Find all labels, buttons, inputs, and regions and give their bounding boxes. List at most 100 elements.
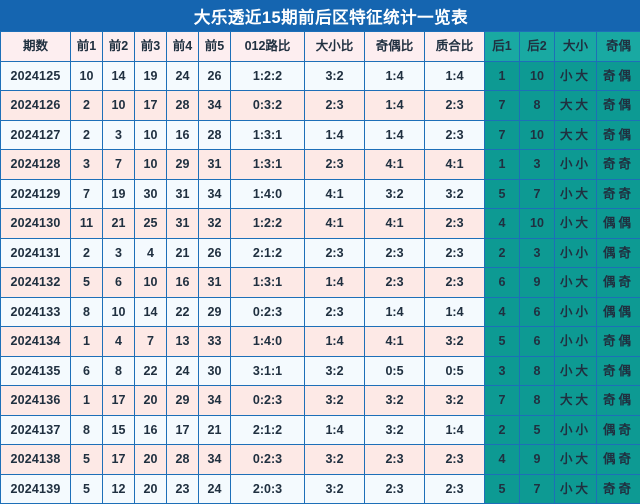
cell-primecomp-ratio: 2:3 — [425, 268, 485, 298]
cell-front5: 32 — [199, 209, 231, 239]
cell-back1: 4 — [485, 297, 520, 327]
column-header-oddeven[interactable]: 奇偶 — [597, 32, 640, 62]
cell-back1: 1 — [485, 150, 520, 180]
cell-012-ratio: 1:4:0 — [231, 179, 305, 209]
column-header-issue[interactable]: 期数 — [1, 32, 71, 62]
cell-bigsmall: 小大 — [555, 356, 597, 386]
column-header-front3[interactable]: 前3 — [135, 32, 167, 62]
table-row[interactable]: 2024127231016281:3:11:41:42:3710大大奇偶质合1路… — [1, 120, 640, 150]
column-header-back1[interactable]: 后1 — [485, 32, 520, 62]
column-header-bigsmall[interactable]: 大小 — [555, 32, 597, 62]
table-row[interactable]: 20241297193031341:4:04:13:23:257小大奇奇质质2路… — [1, 179, 640, 209]
cell-front1: 5 — [71, 474, 103, 504]
cell-012-ratio: 0:2:3 — [231, 386, 305, 416]
table-row[interactable]: 20241385172028340:2:33:22:32:349小大偶奇合合1路… — [1, 445, 640, 475]
cell-oddeven: 奇奇 — [597, 179, 640, 209]
cell-front1: 10 — [71, 61, 103, 91]
cell-back1: 5 — [485, 474, 520, 504]
cell-back2: 5 — [520, 415, 555, 445]
table-row[interactable]: 20241395122023242:0:33:22:32:357小大奇奇质质2路… — [1, 474, 640, 504]
cell-bigsmall-ratio: 1:4 — [305, 327, 365, 357]
cell-oddeven-ratio: 1:4 — [365, 297, 425, 327]
page-title: 大乐透近15期前后区特征统计一览表 — [0, 0, 640, 31]
cell-front5: 26 — [199, 238, 231, 268]
cell-back1: 3 — [485, 356, 520, 386]
cell-front2: 10 — [103, 297, 135, 327]
cell-front4: 31 — [167, 209, 199, 239]
cell-back2: 8 — [520, 356, 555, 386]
cell-bigsmall-ratio: 4:1 — [305, 209, 365, 239]
cell-back1: 5 — [485, 327, 520, 357]
cell-front5: 26 — [199, 61, 231, 91]
cell-oddeven-ratio: 4:1 — [365, 327, 425, 357]
table-row[interactable]: 2024132561016311:3:11:42:32:369小大偶奇合合0路0… — [1, 268, 640, 298]
cell-oddeven: 奇偶 — [597, 386, 640, 416]
cell-primecomp-ratio: 2:3 — [425, 445, 485, 475]
cell-front2: 8 — [103, 356, 135, 386]
cell-front3: 10 — [135, 120, 167, 150]
table-row[interactable]: 20241378151617212:1:21:43:21:425小小偶奇质质2路… — [1, 415, 640, 445]
cell-oddeven: 偶奇 — [597, 445, 640, 475]
cell-bigsmall-ratio: 3:2 — [305, 445, 365, 475]
cell-front5: 34 — [199, 445, 231, 475]
table-row[interactable]: 20241361172029340:2:33:23:23:278大大奇偶质合1路… — [1, 386, 640, 416]
cell-front3: 10 — [135, 268, 167, 298]
cell-bigsmall-ratio: 2:3 — [305, 297, 365, 327]
cell-back1: 6 — [485, 268, 520, 298]
cell-oddeven-ratio: 1:4 — [365, 91, 425, 121]
cell-front4: 29 — [167, 386, 199, 416]
table-header-row: 期数 前1 前2 前3 前4 前5 012路比 大小比 奇偶比 质合比 后1 后… — [1, 32, 640, 62]
cell-bigsmall: 小大 — [555, 179, 597, 209]
table-row[interactable]: 2024128371029311:3:12:34:14:113小小奇奇质质1路0… — [1, 150, 640, 180]
cell-front1: 2 — [71, 120, 103, 150]
cell-front1: 2 — [71, 238, 103, 268]
cell-primecomp-ratio: 1:4 — [425, 415, 485, 445]
column-header-back2[interactable]: 后2 — [520, 32, 555, 62]
cell-primecomp-ratio: 3:2 — [425, 327, 485, 357]
column-header-primecomp-ratio[interactable]: 质合比 — [425, 32, 485, 62]
cell-front3: 19 — [135, 61, 167, 91]
cell-front4: 31 — [167, 179, 199, 209]
cell-front2: 7 — [103, 150, 135, 180]
cell-oddeven: 偶奇 — [597, 268, 640, 298]
cell-front5: 24 — [199, 474, 231, 504]
cell-front5: 30 — [199, 356, 231, 386]
cell-bigsmall: 小大 — [555, 474, 597, 504]
cell-back2: 6 — [520, 327, 555, 357]
cell-primecomp-ratio: 1:4 — [425, 297, 485, 327]
column-header-bigsmall-ratio[interactable]: 大小比 — [305, 32, 365, 62]
cell-issue: 2024136 — [1, 386, 71, 416]
cell-issue: 2024135 — [1, 356, 71, 386]
table-row[interactable]: 20241262101728340:3:22:31:42:378大大奇偶质合1路… — [1, 91, 640, 121]
cell-oddeven: 奇偶 — [597, 91, 640, 121]
cell-bigsmall: 小小 — [555, 297, 597, 327]
column-header-front4[interactable]: 前4 — [167, 32, 199, 62]
column-header-oddeven-ratio[interactable]: 奇偶比 — [365, 32, 425, 62]
column-header-012-ratio[interactable]: 012路比 — [231, 32, 305, 62]
cell-issue: 2024132 — [1, 268, 71, 298]
cell-oddeven-ratio: 1:4 — [365, 61, 425, 91]
cell-front1: 8 — [71, 415, 103, 445]
cell-issue: 2024138 — [1, 445, 71, 475]
column-header-front1[interactable]: 前1 — [71, 32, 103, 62]
cell-issue: 2024130 — [1, 209, 71, 239]
cell-012-ratio: 2:1:2 — [231, 238, 305, 268]
table-row[interactable]: 202412510141924261:2:23:21:41:4110小大奇偶质合… — [1, 61, 640, 91]
cell-front4: 16 — [167, 268, 199, 298]
cell-012-ratio: 0:2:3 — [231, 297, 305, 327]
table-row[interactable]: 20241338101422290:2:32:31:41:446小小偶偶合合1路… — [1, 297, 640, 327]
cell-oddeven: 奇奇 — [597, 150, 640, 180]
cell-012-ratio: 1:3:1 — [231, 150, 305, 180]
cell-back2: 7 — [520, 179, 555, 209]
cell-back2: 3 — [520, 238, 555, 268]
cell-front4: 24 — [167, 356, 199, 386]
column-header-front2[interactable]: 前2 — [103, 32, 135, 62]
cell-bigsmall: 小小 — [555, 150, 597, 180]
cell-oddeven: 奇偶 — [597, 327, 640, 357]
cell-oddeven: 奇奇 — [597, 474, 640, 504]
table-row[interactable]: 2024135682224303:1:13:20:50:538小大奇偶质合0路2… — [1, 356, 640, 386]
column-header-front5[interactable]: 前5 — [199, 32, 231, 62]
table-row[interactable]: 202413011212531321:2:24:14:12:3410小大偶偶合合… — [1, 209, 640, 239]
